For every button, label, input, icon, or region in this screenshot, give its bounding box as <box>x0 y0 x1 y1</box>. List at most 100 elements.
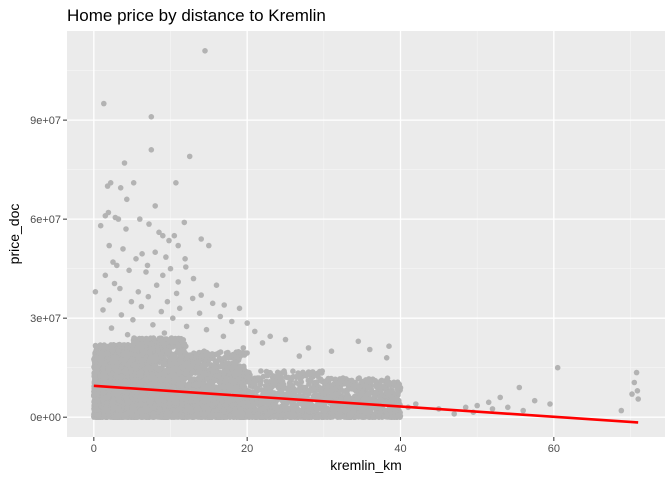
data-point <box>122 378 128 384</box>
data-point <box>117 374 123 381</box>
data-point <box>223 375 229 382</box>
chart-title: Home price by distance to Kremlin <box>67 6 326 25</box>
data-point <box>151 404 157 411</box>
data-point <box>244 369 251 376</box>
data-point <box>111 378 117 385</box>
data-point <box>229 385 235 392</box>
data-point <box>244 350 250 356</box>
data-point <box>290 402 297 409</box>
data-point <box>188 376 195 383</box>
data-point <box>261 405 267 412</box>
data-point <box>133 347 140 354</box>
data-point <box>258 368 264 374</box>
data-point <box>227 414 233 421</box>
data-point <box>296 373 303 379</box>
data-point <box>300 369 306 376</box>
data-point <box>317 376 324 383</box>
data-point <box>223 350 230 356</box>
data-point <box>155 346 161 353</box>
data-point <box>233 359 239 366</box>
data-point <box>219 399 225 405</box>
data-point <box>258 387 265 393</box>
data-point <box>106 365 112 371</box>
data-point <box>314 414 320 420</box>
data-point <box>131 378 138 385</box>
data-point <box>199 352 205 359</box>
data-point <box>138 401 145 407</box>
data-point <box>221 407 227 414</box>
data-point <box>160 340 166 346</box>
data-point <box>100 395 107 402</box>
data-point <box>109 402 116 408</box>
data-point <box>101 412 107 419</box>
data-point <box>172 409 179 415</box>
data-point <box>166 400 173 407</box>
data-point <box>166 348 172 354</box>
data-point <box>233 384 240 390</box>
data-point <box>186 395 192 401</box>
data-point <box>281 370 288 377</box>
data-point <box>111 359 117 365</box>
data-point <box>177 348 183 355</box>
data-point <box>124 411 130 417</box>
data-point <box>171 379 177 385</box>
data-point <box>223 360 229 367</box>
data-point <box>298 400 305 406</box>
data-point <box>250 414 256 420</box>
data-point <box>207 414 214 420</box>
data-point <box>156 365 162 371</box>
data-point <box>171 353 178 359</box>
data-point <box>288 375 295 382</box>
minor-gridlines <box>67 31 665 437</box>
data-point <box>296 386 302 393</box>
data-point <box>132 361 138 368</box>
data-point <box>115 406 122 413</box>
data-point <box>169 369 176 376</box>
data-point <box>105 409 111 416</box>
data-point <box>147 335 154 342</box>
data-point <box>226 407 233 413</box>
data-point <box>152 376 159 383</box>
data-point <box>255 375 262 382</box>
data-point <box>186 364 192 371</box>
data-point <box>116 341 123 348</box>
data-point <box>112 366 118 373</box>
data-point <box>123 390 130 397</box>
data-point <box>238 414 245 420</box>
data-point <box>213 411 219 418</box>
data-point <box>134 412 140 419</box>
data-point <box>196 380 202 387</box>
data-point <box>249 403 256 409</box>
data-point <box>165 374 171 381</box>
data-point <box>217 412 224 418</box>
data-point <box>100 344 107 351</box>
data-point <box>280 411 286 418</box>
data-point <box>290 409 297 416</box>
data-point <box>263 413 270 420</box>
data-point <box>153 353 159 359</box>
data-point <box>113 412 119 419</box>
data-point <box>233 354 240 360</box>
data-point <box>155 414 161 420</box>
data-point <box>147 349 153 356</box>
data-point <box>246 408 252 415</box>
data-point <box>274 373 280 380</box>
data-point <box>305 369 312 375</box>
data-point <box>147 381 154 388</box>
data-point <box>183 407 189 414</box>
data-point <box>115 395 122 401</box>
data-point <box>280 381 287 388</box>
data-point <box>143 366 149 373</box>
data-point <box>172 400 178 406</box>
data-point <box>171 385 177 392</box>
data-point <box>129 403 136 410</box>
data-point <box>239 382 245 389</box>
data-point <box>254 411 261 418</box>
data-point <box>204 376 210 382</box>
data-point <box>195 369 202 376</box>
data-point <box>113 354 120 361</box>
data-point <box>169 339 175 346</box>
data-point <box>216 379 223 385</box>
data-point <box>266 385 273 392</box>
